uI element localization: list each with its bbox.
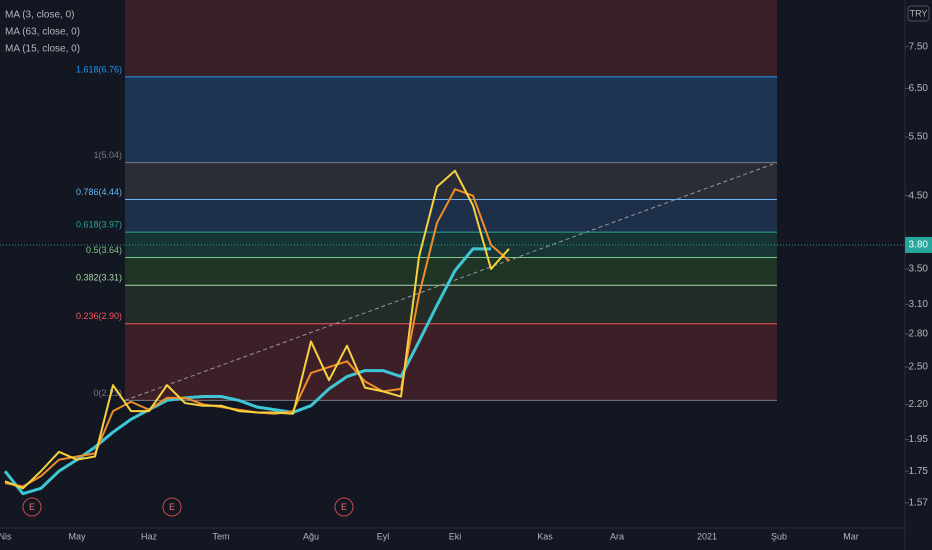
currency-label: TRY xyxy=(910,8,928,18)
x-tick-label: Kas xyxy=(537,531,553,541)
y-tick-label: 1.95 xyxy=(909,434,929,445)
price-line xyxy=(4,169,510,490)
x-tick-label: Tem xyxy=(212,531,229,541)
trend-line xyxy=(124,162,778,401)
fib-band xyxy=(125,323,777,401)
y-tick-label: 3.10 xyxy=(909,299,929,310)
current-price-label: 3.80 xyxy=(909,240,929,251)
y-tick-label: 6.50 xyxy=(909,83,929,94)
earnings-label: E xyxy=(341,502,347,512)
x-tick-label: Haz xyxy=(141,531,158,541)
earnings-label: E xyxy=(29,502,35,512)
fib-band xyxy=(125,285,777,324)
x-tick-label: May xyxy=(68,531,86,541)
current-price-tag xyxy=(905,236,932,253)
fib-band xyxy=(125,162,777,200)
fib-label: 0.382(3.31) xyxy=(76,273,122,283)
fib-label: 0.786(4.44) xyxy=(76,187,122,197)
y-tick-label: 2.50 xyxy=(909,362,929,373)
earnings-marker xyxy=(162,497,182,517)
earnings-marker xyxy=(22,497,42,517)
fib-label: 1(5.04) xyxy=(93,150,122,160)
x-tick-label: Nis xyxy=(0,531,12,541)
fib-band xyxy=(125,76,777,163)
x-tick-label: Mar xyxy=(843,531,859,541)
fib-label: 1.618(6.76) xyxy=(76,64,122,74)
x-tick-label: Şub xyxy=(771,531,787,541)
y-tick-label: 2.20 xyxy=(909,399,929,410)
fib-label: 0.618(3.97) xyxy=(76,220,122,230)
y-tick-label: 4.50 xyxy=(909,190,929,201)
x-tick-label: Eki xyxy=(449,531,462,541)
y-tick-label: 1.57 xyxy=(909,497,929,508)
x-tick-label: 2021 xyxy=(697,531,717,541)
y-tick-label: 3.50 xyxy=(909,264,929,275)
fib-label: 0(2.23) xyxy=(93,388,122,398)
y-tick-label: 1.75 xyxy=(909,466,929,477)
x-tick-label: Ağu xyxy=(303,531,319,541)
fib-top-band xyxy=(125,0,777,77)
currency-box xyxy=(907,5,930,22)
price-line xyxy=(3,247,491,496)
fib-band xyxy=(125,199,777,233)
y-tick-label: 7.50 xyxy=(909,41,929,52)
y-tick-label: 5.50 xyxy=(909,132,929,143)
x-tick-label: Ara xyxy=(610,531,624,541)
legend-entry: MA (15, close, 0) xyxy=(5,44,80,55)
legend-entry: MA (63, close, 0) xyxy=(5,27,80,38)
y-tick-label: 2.80 xyxy=(909,329,929,340)
fib-band xyxy=(125,232,777,258)
price-axis xyxy=(905,0,932,550)
x-tick-label: Eyl xyxy=(377,531,390,541)
fib-label: 0.236(2.90) xyxy=(76,311,122,321)
earnings-label: E xyxy=(169,502,175,512)
legend-entry: MA (3, close, 0) xyxy=(5,10,74,21)
fib-label: 0.5(3.64) xyxy=(86,245,122,255)
earnings-marker xyxy=(334,497,354,517)
